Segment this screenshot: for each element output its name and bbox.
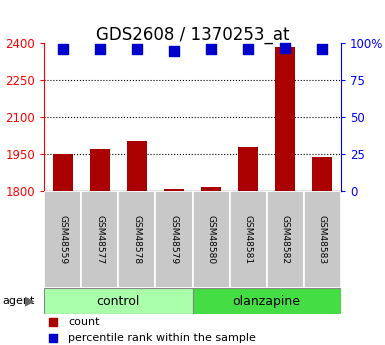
- Text: GSM48579: GSM48579: [169, 215, 179, 264]
- Point: [60, 46, 66, 52]
- Text: GSM48559: GSM48559: [58, 215, 67, 264]
- Text: GSM48582: GSM48582: [281, 215, 290, 264]
- Point: [171, 48, 177, 53]
- Text: GSM48577: GSM48577: [95, 215, 104, 264]
- Point: [97, 46, 103, 52]
- Text: GSM48580: GSM48580: [206, 215, 216, 264]
- Point: [282, 45, 288, 50]
- Text: GSM48578: GSM48578: [132, 215, 141, 264]
- Text: agent: agent: [2, 296, 34, 306]
- Point: [208, 46, 214, 52]
- Text: ▶: ▶: [25, 295, 35, 307]
- Bar: [192, 288, 341, 314]
- Text: GDS2608 / 1370253_at: GDS2608 / 1370253_at: [96, 26, 289, 43]
- Bar: [238, 147, 258, 191]
- Text: count: count: [68, 317, 99, 327]
- Bar: [229, 191, 266, 288]
- Point: [134, 46, 140, 52]
- Text: GSM48583: GSM48583: [318, 215, 327, 264]
- Bar: [192, 191, 229, 288]
- Bar: [304, 191, 341, 288]
- Bar: [127, 141, 147, 191]
- Bar: [44, 288, 192, 314]
- Bar: [164, 188, 184, 191]
- Text: GSM48581: GSM48581: [244, 215, 253, 264]
- Text: control: control: [97, 295, 140, 307]
- Bar: [119, 191, 156, 288]
- Bar: [267, 191, 304, 288]
- Point: [50, 335, 56, 341]
- Text: olanzapine: olanzapine: [233, 295, 301, 307]
- Point: [50, 319, 56, 324]
- Bar: [312, 157, 332, 191]
- Point: [319, 46, 325, 52]
- Bar: [90, 149, 110, 191]
- Bar: [201, 187, 221, 191]
- Bar: [275, 47, 295, 191]
- Point: [245, 46, 251, 52]
- Bar: [81, 191, 119, 288]
- Text: percentile rank within the sample: percentile rank within the sample: [68, 333, 256, 343]
- Bar: [53, 154, 73, 191]
- Bar: [156, 191, 192, 288]
- Bar: [44, 191, 81, 288]
